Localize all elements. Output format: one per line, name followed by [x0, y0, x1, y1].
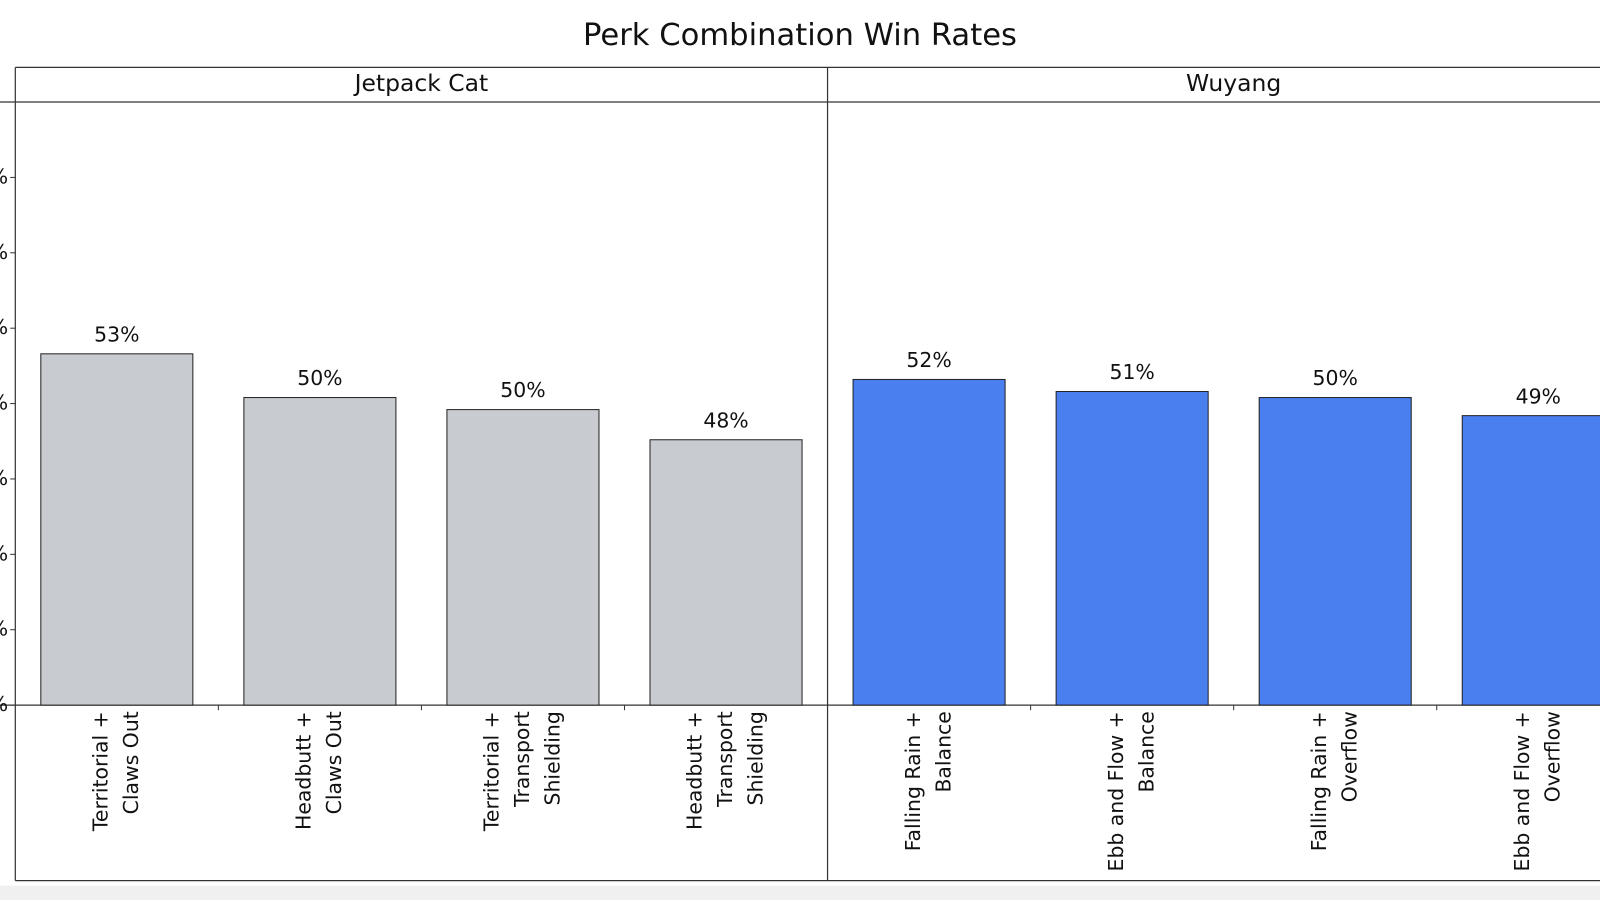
- y-tick-label: 30%: [0, 692, 8, 716]
- value-label: 49%: [1516, 384, 1561, 408]
- x-tick-label: Transport: [713, 711, 737, 808]
- x-tick-label: Shielding: [744, 711, 768, 805]
- bar: [243, 397, 397, 706]
- x-tick-label: Balance: [1134, 711, 1158, 792]
- y-tick-label: 60%: [0, 240, 8, 264]
- bar: [649, 439, 803, 706]
- y-tick-label: 35%: [0, 617, 8, 641]
- value-label: 50%: [297, 366, 342, 390]
- bar: [1461, 415, 1600, 706]
- y-tick-label: 40%: [0, 541, 8, 565]
- x-tick-label: Claws Out: [119, 711, 143, 814]
- x-tick-label: Claws Out: [322, 711, 346, 814]
- x-tick-label: Transport: [510, 711, 534, 808]
- x-tick-label: Ebb and Flow +: [1104, 711, 1128, 871]
- x-tick-label: Balance: [931, 711, 955, 792]
- x-tick-label: Overflow: [1338, 711, 1362, 802]
- value-label: 52%: [906, 348, 951, 372]
- plot: 30% 35% 40% 45% 50% 55% 60% 65% Jetpack Cat 53% Te…: [0, 66, 1600, 882]
- y-tick-label: 50%: [0, 391, 8, 415]
- value-label: 51%: [1109, 360, 1154, 384]
- bar: [446, 409, 600, 706]
- panel-title: Jetpack Cat: [353, 69, 489, 97]
- x-tick-label: Headbutt +: [292, 711, 316, 830]
- footer-strip: [0, 885, 1600, 900]
- x-tick-label: Ebb and Flow +: [1510, 711, 1534, 871]
- chart-title: Perk Combination Win Rates: [583, 18, 1017, 53]
- x-tick-label: Headbutt +: [682, 711, 706, 830]
- panel-title: Wuyang: [1186, 69, 1281, 97]
- x-tick-label: Falling Rain +: [901, 711, 925, 851]
- y-tick-label: 45%: [0, 466, 8, 490]
- x-tick-label: Falling Rain +: [1307, 711, 1331, 851]
- x-tick-label: Territorial +: [89, 711, 113, 832]
- value-label: 53%: [94, 322, 139, 346]
- bar: [1258, 397, 1412, 706]
- bar: [40, 353, 194, 706]
- y-tick-label: 65%: [0, 164, 8, 188]
- bar: [852, 378, 1006, 706]
- value-label: 50%: [1313, 366, 1358, 390]
- y-tick-label: 55%: [0, 315, 8, 339]
- value-label: 50%: [500, 378, 545, 402]
- x-tick-label: Shielding: [541, 711, 565, 805]
- x-tick-label: Territorial +: [479, 711, 503, 832]
- value-label: 48%: [703, 408, 748, 432]
- x-tick-label: Overflow: [1541, 711, 1565, 802]
- bar: [1055, 390, 1209, 706]
